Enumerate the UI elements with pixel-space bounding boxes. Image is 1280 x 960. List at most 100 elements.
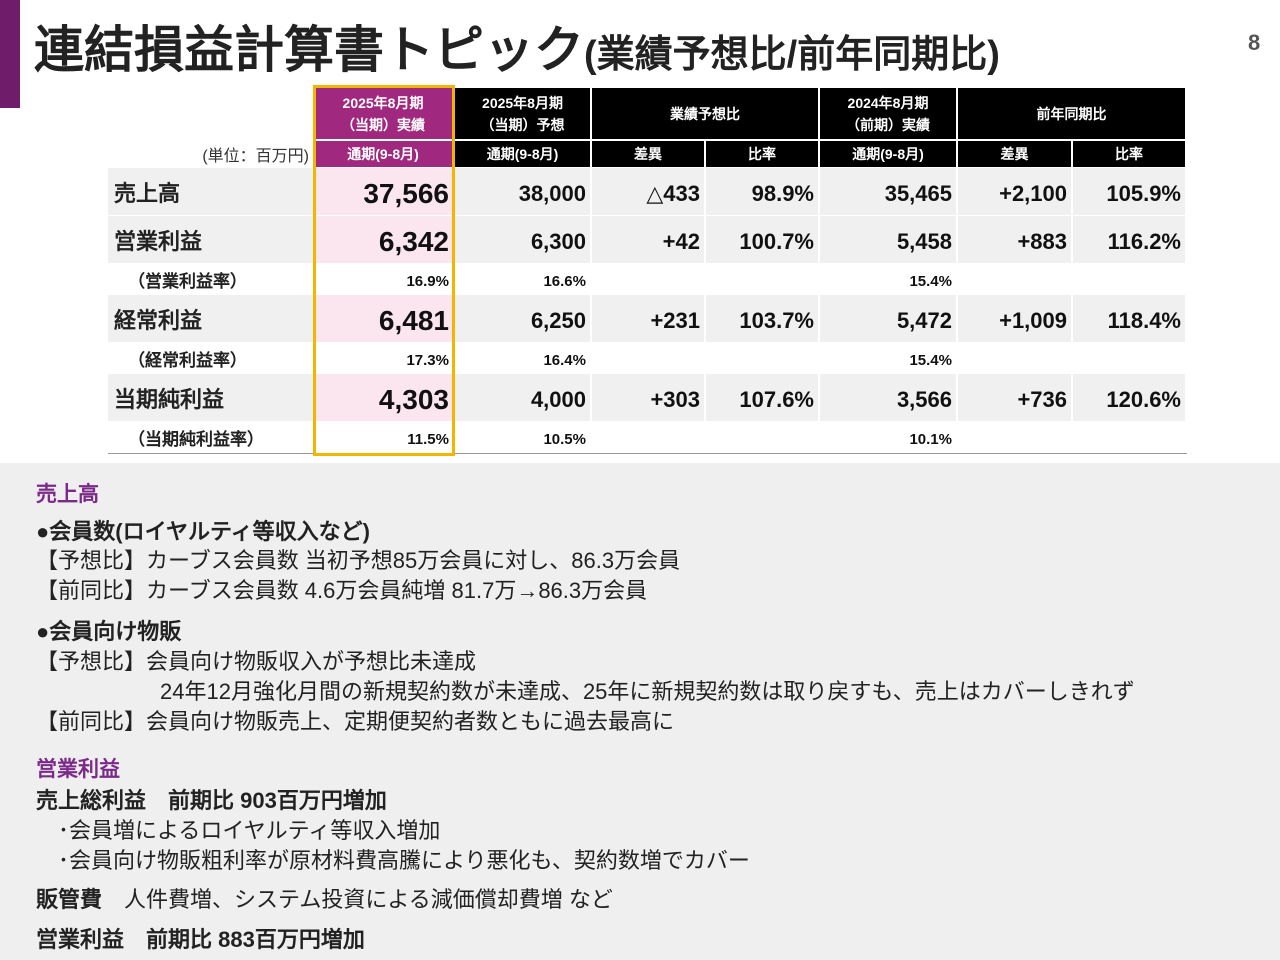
header-line: 2024年8月期 [847, 94, 929, 111]
value-cell: △433 [646, 181, 700, 206]
value-cell: +1,009 [999, 308, 1067, 333]
cell-bg [455, 295, 592, 343]
cell-bg [1073, 295, 1187, 343]
value-cell: 6,481 [378, 305, 449, 336]
bullet-title: ●会員数(ロイヤルティ等収入など) [36, 519, 370, 544]
note-text: 人件費増、システム投資による減価償却費増 など [124, 887, 613, 912]
table-rule [108, 453, 1187, 454]
cell-bg [455, 374, 592, 422]
value-cell: +736 [1017, 387, 1067, 412]
notes-panel [0, 463, 1280, 960]
header-cell: 通期(9-8月) [313, 141, 455, 167]
value-cell: 38,000 [518, 181, 586, 206]
row-label: 経常利益 [108, 295, 313, 343]
value-cell: 15.4% [909, 273, 952, 290]
cell-bg [1073, 216, 1187, 264]
value-cell: 6,300 [530, 229, 586, 254]
value-cell: 16.4% [543, 352, 586, 369]
title: 連結損益計算書トピック(業績予想比/前年同期比) [34, 10, 1000, 82]
bullet-title: 営業利益 前期比 883百万円増加 [36, 927, 365, 952]
tag: 【予想比】 [36, 649, 147, 674]
section-heading: 売上高 [36, 483, 99, 506]
header-line: （前期）実績 [846, 116, 930, 133]
cell-bg [1073, 343, 1187, 374]
header-line: 2025年8月期 [342, 94, 424, 111]
cell-bg [1073, 422, 1187, 453]
cell-bg [313, 168, 455, 216]
cell-bg [455, 264, 592, 295]
cell-bg [706, 168, 820, 216]
highlight-frame [313, 85, 455, 456]
cell-bg [820, 343, 958, 374]
value-cell: 4,303 [378, 384, 449, 415]
note-text: カーブス会員数 4.6万会員純増 81.7万→86.3万会員 [146, 578, 648, 603]
value-cell: 103.7% [739, 308, 814, 333]
value-cell: 15.4% [909, 352, 952, 369]
cell-bg [313, 264, 455, 295]
cell-bg [820, 264, 958, 295]
note-text: 24年12月強化月間の新規契約数が未達成、25年に新規契約数は取り戻すも、売上は… [160, 679, 1135, 704]
row-label: 営業利益 [108, 216, 313, 264]
header-line: （当期）予想 [480, 116, 565, 133]
value-cell: 37,566 [363, 178, 449, 209]
note-text: ･会員増によるロイヤルティ等収入増加 [58, 818, 441, 843]
cell-bg [958, 343, 1073, 374]
cell-bg [706, 264, 820, 295]
tag: 【予想比】 [36, 548, 147, 573]
header-cell: 業績予想比 [592, 88, 820, 139]
value-cell: 6,342 [378, 226, 449, 257]
note-text: カーブス会員数 当初予想85万会員に対し、86.3万会員 [146, 548, 681, 573]
value-cell: 4,000 [530, 387, 586, 412]
value-cell: 16.6% [543, 273, 586, 290]
value-cell: +2,100 [999, 181, 1067, 206]
title-suffix: (業績予想比/前年同期比) [584, 34, 1000, 76]
row-label: （当期純利益率） [108, 422, 313, 453]
cell-bg [820, 422, 958, 453]
cell-bg [592, 264, 706, 295]
cell-bg [820, 295, 958, 343]
value-cell: 116.2% [1107, 229, 1181, 254]
cell-bg [455, 216, 592, 264]
header-cell: 2025年8月期 （当期）予想 [455, 88, 592, 139]
value-cell: 98.9% [751, 181, 814, 206]
value-cell: +42 [662, 229, 700, 254]
page-number: 8 [1248, 30, 1261, 55]
value-cell: 16.9% [406, 273, 449, 290]
bullet-title: 売上総利益 前期比 903百万円増加 [36, 788, 387, 813]
cell-bg [958, 295, 1073, 343]
value-cell: +883 [1017, 229, 1067, 254]
cell-bg [313, 295, 455, 343]
value-cell: 107.6% [739, 387, 814, 412]
value-cell: 105.9% [1106, 181, 1181, 206]
header-cell: 通期(9-8月) [455, 141, 592, 167]
value-cell: 120.6% [1106, 387, 1181, 412]
cell-bg [592, 295, 706, 343]
value-cell: 10.1% [909, 431, 952, 448]
cell-bg [1073, 374, 1187, 422]
cell-bg [313, 422, 455, 453]
cell-bg [706, 295, 820, 343]
header-cell: 差異 [958, 141, 1073, 167]
value-cell: 3,566 [896, 387, 952, 412]
value-cell: 35,465 [884, 181, 952, 206]
value-cell: 6,250 [530, 308, 586, 333]
bullet-title: ●会員向け物販 [36, 619, 182, 644]
value-cell: +303 [650, 387, 700, 412]
cell-bg [820, 168, 958, 216]
cell-bg [313, 216, 455, 264]
cell-bg [592, 216, 706, 264]
cell-bg [455, 422, 592, 453]
value-cell: 100.7% [739, 229, 814, 254]
title-main: 連結損益計算書トピック [34, 22, 584, 78]
header-cell: 2024年8月期 （前期）実績 [820, 88, 958, 139]
note-text: 会員向け物販収入が予想比未達成 [146, 649, 477, 674]
cell-bg [706, 216, 820, 264]
header-cell: 通期(9-8月) [820, 141, 958, 167]
header-line: 前年同期比 [1036, 105, 1107, 122]
note-text: ･会員向け物販粗利率が原材料費高騰により悪化も、契約数増でカバー [58, 848, 750, 873]
row-label: 売上高 [108, 168, 313, 216]
row-label: 当期純利益 [108, 374, 313, 422]
cell-bg [592, 374, 706, 422]
cell-bg [958, 264, 1073, 295]
